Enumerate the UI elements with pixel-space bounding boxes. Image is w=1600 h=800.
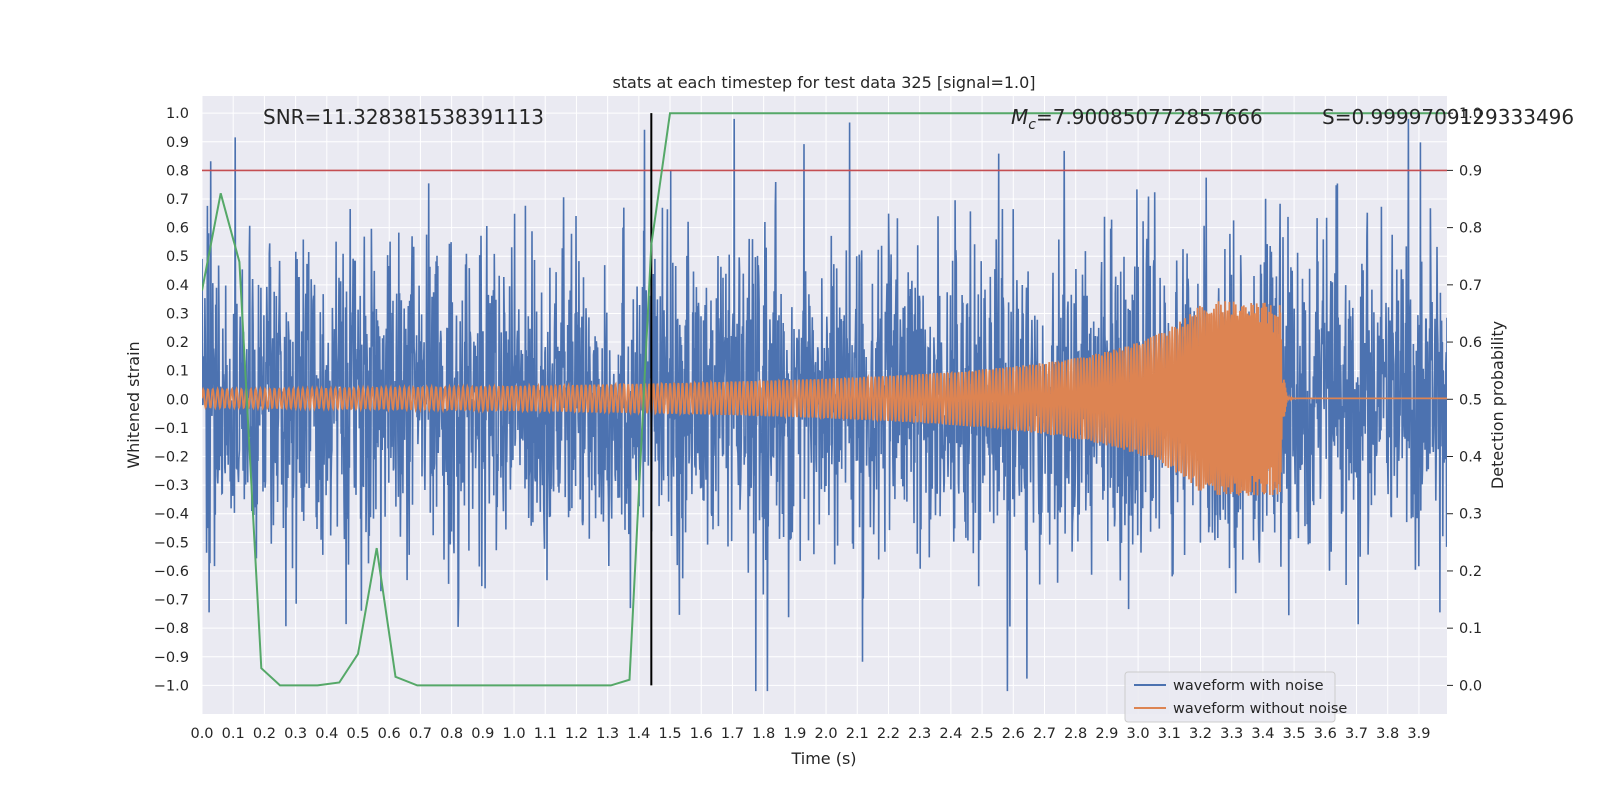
x-tick-label: 0.0	[190, 726, 213, 742]
y-tick-label: −0.5	[154, 535, 189, 551]
y-tick-label: 1.0	[166, 106, 189, 122]
x-axis-label: Time (s)	[790, 749, 856, 768]
y2-tick-label: 0.9	[1459, 163, 1482, 179]
chart-title: stats at each timestep for test data 325…	[612, 73, 1035, 92]
chirp-mass-annotation: Mc=7.900850772857666	[1011, 105, 1263, 133]
x-tick-label: 1.4	[627, 726, 650, 742]
series-detection-probability	[202, 112, 1447, 687]
y-tick-label: 0.4	[166, 278, 189, 294]
x-tick-label: 3.0	[1127, 726, 1150, 742]
y2-tick-label: 0.5	[1459, 392, 1482, 408]
y-tick-label: −0.6	[154, 564, 189, 580]
x-tick-label: 1.7	[721, 726, 744, 742]
series-waveform-without-noise	[202, 301, 1447, 496]
y-tick-label: 0.9	[166, 135, 189, 151]
x-tick-label: 2.9	[1095, 726, 1118, 742]
x-tick-label: 2.6	[1002, 726, 1025, 742]
x-tick-label: 3.3	[1220, 726, 1243, 742]
x-tick-label: 0.9	[471, 726, 494, 742]
x-tick-label: 2.0	[815, 726, 838, 742]
y-tick-label: 0.5	[166, 249, 189, 265]
y2-tick-label: 0.6	[1459, 335, 1482, 351]
x-tick-label: 3.8	[1376, 726, 1399, 742]
x-tick-label: 3.5	[1283, 726, 1306, 742]
legend-item-clean: waveform without noise	[1173, 701, 1347, 717]
x-tick-label: 0.8	[440, 726, 463, 742]
y2-tick-label: 0.8	[1459, 221, 1482, 237]
x-tick-label: 2.8	[1064, 726, 1087, 742]
legend: waveform with noise waveform without noi…	[1124, 671, 1347, 723]
x-tick-label: 1.9	[783, 726, 806, 742]
x-tick-label: 3.9	[1407, 726, 1430, 742]
clean-waveform-line	[202, 301, 1447, 496]
y2-tick-label: 1.0	[1459, 106, 1482, 122]
x-tick-label: 0.6	[378, 726, 401, 742]
y-tick-label: −0.1	[154, 421, 189, 437]
x-tick-label: 3.4	[1251, 726, 1274, 742]
x-tick-label: 1.2	[565, 726, 588, 742]
x-tick-label: 3.7	[1345, 726, 1368, 742]
y-tick-label: −0.4	[154, 507, 189, 523]
x-tick-label: 1.3	[596, 726, 619, 742]
y-tick-label: −1.0	[154, 678, 189, 694]
x-tick-label: 1.8	[752, 726, 775, 742]
y-tick-label: 0.0	[166, 392, 189, 408]
x-tick-label: 1.5	[659, 726, 682, 742]
y-tick-label: 0.2	[166, 335, 189, 351]
x-tick-label: 0.5	[346, 726, 369, 742]
y-tick-label: 0.1	[166, 364, 189, 380]
y-tick-label: 0.6	[166, 221, 189, 237]
y-tick-label: −0.7	[154, 593, 189, 609]
x-tick-label: 1.6	[690, 726, 713, 742]
y2-tick-label: 0.3	[1459, 507, 1482, 523]
y2-tick-label: 0.0	[1459, 678, 1482, 694]
x-tick-label: 0.2	[253, 726, 276, 742]
x-tick-label: 3.1	[1158, 726, 1181, 742]
snr-annotation: SNR=11.328381538391113	[263, 105, 544, 129]
score-annotation: S=0.9999709129333496	[1322, 105, 1574, 129]
x-tick-label: 1.1	[534, 726, 557, 742]
y2-axis-label: Detection probability	[1488, 321, 1507, 489]
y2-tick-label: 0.7	[1459, 278, 1482, 294]
y-tick-label: −0.9	[154, 650, 189, 666]
x-tick-label: 3.6	[1314, 726, 1337, 742]
x-tick-label: 1.0	[502, 726, 525, 742]
x-tick-label: 0.3	[284, 726, 307, 742]
probability-line	[202, 112, 1447, 687]
x-tick-label: 0.7	[409, 726, 432, 742]
x-tick-label: 3.2	[1189, 726, 1212, 742]
y-tick-label: −0.2	[154, 450, 189, 466]
y2-tick-label: 0.4	[1459, 450, 1482, 466]
x-tick-label: 2.5	[971, 726, 994, 742]
y-tick-label: 0.8	[166, 163, 189, 179]
y-tick-label: −0.3	[154, 478, 189, 494]
x-tick-label: 2.7	[1033, 726, 1056, 742]
y-axis-label: Whitened strain	[124, 341, 143, 468]
x-tick-label: 2.4	[939, 726, 962, 742]
x-tick-label: 2.2	[877, 726, 900, 742]
y-tick-label: −0.8	[154, 621, 189, 637]
y-tick-label: 0.3	[166, 306, 189, 322]
x-tick-label: 2.3	[908, 726, 931, 742]
y2-tick-label: 0.1	[1459, 621, 1482, 637]
y2-tick-label: 0.2	[1459, 564, 1482, 580]
x-tick-label: 2.1	[846, 726, 869, 742]
x-tick-label: 0.4	[315, 726, 338, 742]
y-tick-label: 0.7	[166, 192, 189, 208]
x-tick-label: 0.1	[222, 726, 245, 742]
legend-item-noise: waveform with noise	[1173, 678, 1324, 694]
